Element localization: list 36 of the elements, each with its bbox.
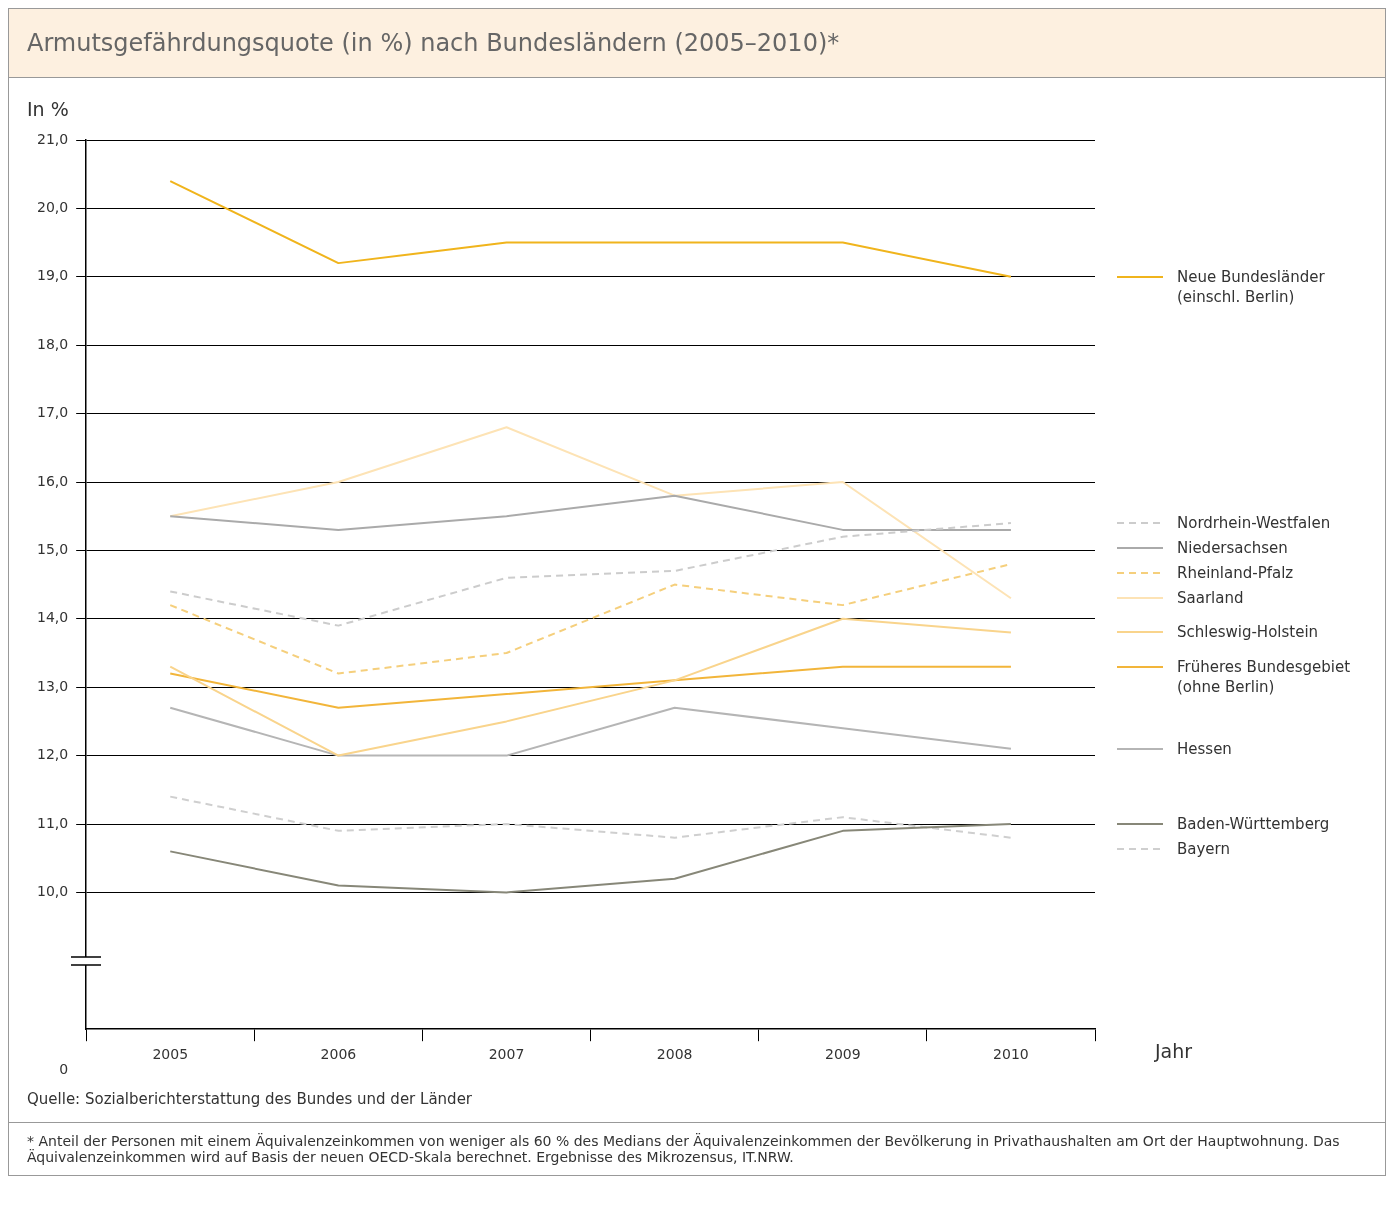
x-tick-label: 2008 [656,1046,693,1063]
source-note: Quelle: Sozialberichterstattung des Bundes und der Länder [9,1080,1385,1123]
x-tick-label: 2005 [152,1046,189,1063]
legend-label: Bayern [1177,839,1231,859]
x-tick-label: 2007 [488,1046,525,1063]
y-tick-label: 14,0 [37,609,69,626]
x-tick-label: 2006 [320,1046,357,1063]
legend-label: Saarland [1177,588,1245,609]
legend-label: Rheinland-Pfalz [1177,563,1295,584]
text: 0 [59,1061,69,1077]
text: * Anteil der Personen mit einem Äquivalenzeinkommen von weniger als 60 % des Medians der Äquivalenzeinkommen der Bevölkerung in Privathaushalten am Ort der Hauptwohnung. Das Äquivalenzeinkommen wird auf Basis der neuen OECD-Skala berechnet. Ergebnisse des Mikrozensus, IT.NRW. [26,1132,1341,1167]
line-series [169,795,1012,839]
legend-label: Neue Bundesländer (einschl. Berlin) [1177,266,1326,307]
legend-label: Baden-Württemberg [1177,814,1331,834]
legend-label: Niedersachsen [1177,538,1289,559]
y-tick-label: 15,0 [37,541,69,558]
y-tick-label: 13,0 [37,677,69,694]
y-tick-label: 17,0 [37,404,69,421]
legend-label: Nordrhein-Westfalen [1177,513,1332,534]
legend-label: Schleswig-Holstein [1177,622,1320,643]
x-tick-label: 2010 [993,1046,1029,1063]
y-tick-label: 18,0 [37,335,69,352]
y-tick-label: 21,0 [37,130,69,147]
chart-title: Armutsgefährdungsquote (in %) nach Bundesländern (2005–2010)* [9,9,1385,78]
legend-label: Früheres Bundesgebiet (ohne Berlin) [1177,656,1351,697]
line-series [169,522,1012,627]
y-tick-label: 16,0 [37,472,69,489]
y-tick-label: 20,0 [37,199,69,216]
legend-label: Hessen [1177,738,1233,759]
y-tick-label: 19,0 [37,267,69,284]
y-axis-title: In % [26,97,70,120]
y-tick-label: 10,0 [37,883,69,900]
y-tick-label: 11,0 [37,814,69,831]
y-tick-label: 12,0 [37,746,69,763]
x-axis-title: Jahr [1155,1040,1193,1062]
x-tick-label: 2009 [824,1046,861,1063]
